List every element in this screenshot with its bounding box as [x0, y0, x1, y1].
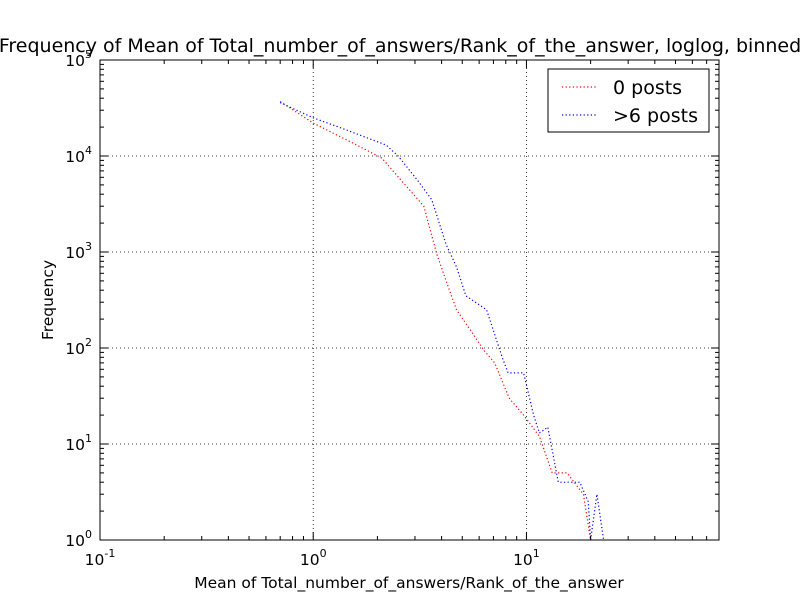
y-tick-label-exponent: 4: [85, 144, 92, 157]
x-axis-label: Mean of Total_number_of_answers/Rank_of_…: [194, 574, 624, 593]
y-tick-label-base: 10: [65, 52, 85, 70]
y-tick-label-exponent: 1: [85, 432, 92, 445]
grid-layer: [100, 60, 719, 540]
legend-label-1: 0 posts: [613, 77, 682, 99]
y-tick-label: 100: [65, 528, 92, 550]
y-tick-label-base: 10: [65, 340, 85, 358]
x-tick-label-exponent: 0: [320, 547, 327, 560]
y-tick-label-exponent: 3: [85, 240, 92, 253]
y-tick-label: 101: [65, 432, 92, 454]
x-tick-label: 101: [513, 547, 540, 569]
legend-box: [547, 68, 710, 133]
x-tick-label-base: 10: [300, 551, 320, 569]
x-tick-label: 100: [300, 547, 327, 569]
y-axis-label: Frequency: [39, 260, 57, 340]
y-tick-label: 105: [65, 48, 92, 70]
y-tick-label: 104: [65, 144, 92, 166]
y-tick-label-base: 10: [65, 148, 85, 166]
y-tick-label: 103: [65, 240, 92, 262]
y-tick-label-exponent: 0: [85, 528, 92, 541]
y-tick-label-base: 10: [65, 244, 85, 262]
legend-label-2: >6 posts: [613, 105, 698, 127]
y-tick-label-base: 10: [65, 436, 85, 454]
y-tick-label-exponent: 5: [85, 48, 92, 61]
y-tick-label-base: 10: [65, 532, 85, 550]
x-tick-label-base: 10: [513, 551, 533, 569]
x-tick-label-base: 10: [85, 551, 105, 569]
x-tick-label-exponent: -1: [104, 547, 115, 560]
axes-frame: [99, 59, 720, 541]
y-tick-label: 102: [65, 336, 92, 358]
x-tick-label: 10-1: [85, 547, 116, 569]
legend: 0 posts >6 posts: [547, 68, 710, 133]
x-tick-label-exponent: 1: [533, 547, 540, 560]
y-tick-label-exponent: 2: [85, 336, 92, 349]
chart-title: Frequency of Mean of Total_number_of_ans…: [0, 35, 800, 57]
